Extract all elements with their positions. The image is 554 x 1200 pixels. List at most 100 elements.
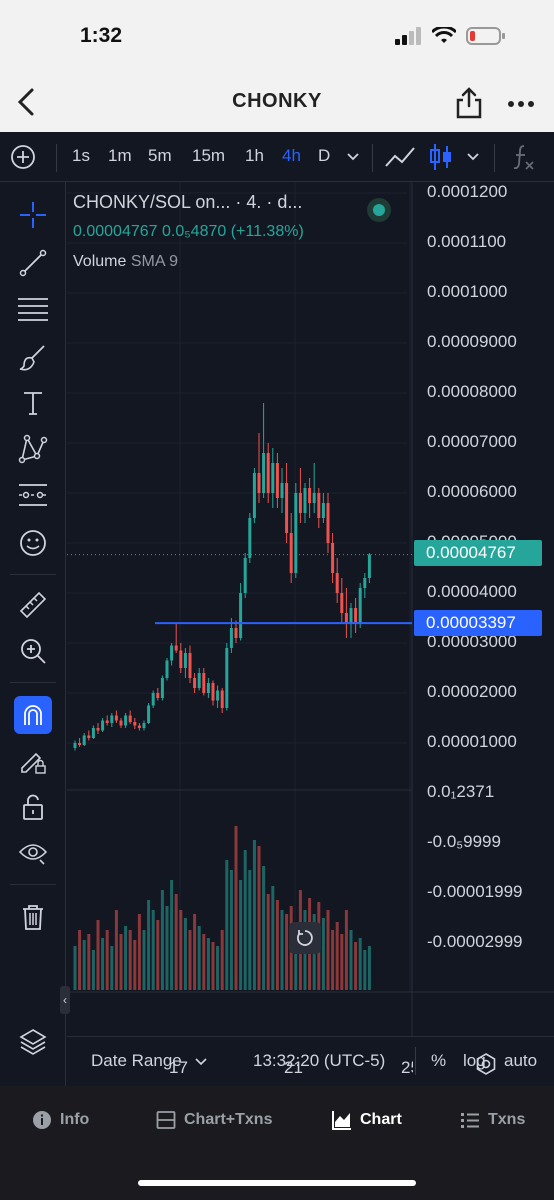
candle-body (266, 453, 270, 493)
indicators-icon[interactable] (510, 142, 536, 172)
forecast-tool[interactable] (14, 476, 52, 514)
eye-icon (18, 844, 48, 865)
fib-tool[interactable] (14, 290, 52, 328)
lock-drawing-tool[interactable] (14, 742, 52, 780)
crosshair-icon (20, 202, 46, 228)
ruler-tool[interactable] (14, 586, 52, 624)
tab-txns[interactable]: Txns (460, 1110, 525, 1130)
candle-body (96, 728, 100, 731)
candle-body (220, 690, 224, 708)
volume-bar (243, 850, 247, 990)
visibility-tool[interactable] (14, 834, 52, 872)
chevron-down-icon[interactable] (466, 152, 480, 162)
tab-info[interactable]: Info (32, 1110, 89, 1130)
price-axis-label: 0.00002000 (427, 682, 517, 701)
price-axis-label: 0.0001200 (427, 182, 508, 201)
candle-body (137, 725, 141, 728)
lock-tool[interactable] (14, 788, 52, 826)
text-tool[interactable] (14, 384, 52, 422)
candle-body (174, 645, 178, 651)
zoom-in-icon (21, 639, 46, 664)
volume-bar (142, 930, 146, 990)
candle-body (170, 645, 174, 661)
candle-body (119, 720, 123, 726)
emoji-tool[interactable] (14, 524, 52, 562)
candle-body (216, 690, 220, 701)
brush-tool[interactable] (14, 338, 52, 376)
price-axis-label: 0.00004000 (427, 582, 517, 601)
volume-bar (137, 914, 141, 990)
timeframe-4h[interactable]: 4h (282, 146, 301, 165)
timeframe-1m[interactable]: 1m (108, 146, 132, 165)
volume-bar (193, 914, 197, 990)
candle-body (133, 722, 137, 726)
candle-body (151, 693, 155, 706)
back-arrow-icon[interactable] (12, 86, 42, 118)
pattern-tool[interactable] (14, 430, 52, 468)
reset-chart-button[interactable] (289, 922, 321, 954)
toolbar-divider (372, 144, 373, 172)
trend-line-tool[interactable] (14, 244, 52, 282)
share-icon[interactable] (454, 86, 484, 120)
volume-bar (275, 900, 279, 990)
tab-chart-txns[interactable]: Chart+Txns (156, 1110, 272, 1130)
volume-bar (216, 946, 220, 990)
tab-info-label: Info (60, 1111, 90, 1128)
candle-body (308, 488, 312, 503)
more-icon[interactable] (506, 90, 536, 118)
chart-pane[interactable]: CHONKY/SOL on... · 4. · d... 0.00004767 … (67, 182, 554, 1077)
bottom-divider (415, 1047, 416, 1075)
tab-txns-label: Txns (488, 1111, 526, 1128)
log-scale-toggle[interactable]: log (463, 1051, 486, 1070)
volume-bar (367, 946, 371, 990)
collapse-toolbar-handle[interactable]: ‹ (60, 986, 70, 1014)
chevron-down-icon[interactable] (195, 1058, 207, 1066)
forecast-icon (19, 484, 47, 506)
crosshair-tool[interactable] (14, 196, 52, 234)
candle-body (156, 693, 160, 698)
candle-body (280, 483, 284, 498)
layers-tool[interactable] (14, 1022, 52, 1060)
timeframe-1h[interactable]: 1h (245, 146, 264, 165)
volume-bar (220, 930, 224, 990)
magnet-icon (24, 705, 42, 725)
percent-scale-toggle[interactable]: % (431, 1051, 447, 1070)
horizontal-line-price-tag[interactable]: 0.00003397 (414, 610, 542, 636)
tab-chart-label: Chart (360, 1111, 402, 1128)
candle-body (326, 503, 330, 543)
timeframe-15m[interactable]: 15m (192, 146, 226, 165)
candle-body (105, 720, 109, 723)
volume-axis-label: -0.00002999 (427, 932, 523, 951)
volume-bar (124, 926, 128, 990)
chevron-down-icon[interactable] (346, 152, 360, 162)
candlestick-chart[interactable] (67, 182, 554, 1036)
symbol-title[interactable]: CHONKY/SOL on... · 4. · d... (73, 192, 303, 212)
candle-body (73, 743, 77, 748)
candles-icon[interactable] (428, 142, 454, 172)
toolbar-divider (494, 144, 495, 172)
volume-bar (211, 942, 215, 990)
candle-body (234, 628, 238, 638)
candle-body (248, 518, 252, 558)
chart-settings-icon[interactable] (474, 1052, 498, 1076)
timezone-clock[interactable]: 13:32:20 (UTC-5) (253, 1051, 386, 1070)
drawing-toolbar: ‹ (0, 182, 70, 1086)
zoom-tool[interactable] (14, 632, 52, 670)
timeframe-1s[interactable]: 1s (72, 146, 90, 165)
auto-scale-toggle[interactable]: auto (504, 1051, 538, 1070)
line-chart-icon[interactable] (384, 144, 416, 170)
magnet-tool[interactable] (14, 696, 52, 734)
candle-body (188, 653, 192, 678)
timeframe-d[interactable]: D (318, 146, 331, 165)
price-axis-label: 0.00006000 (427, 482, 517, 501)
battery-icon (466, 27, 505, 45)
timeframe-5m[interactable]: 5m (148, 146, 172, 165)
candle-body (252, 473, 256, 518)
volume-bar (239, 880, 243, 990)
status-icons (394, 26, 506, 46)
candle-body (358, 588, 362, 623)
date-range-button[interactable]: Date Range (91, 1051, 182, 1070)
tab-chart[interactable]: Chart (332, 1110, 402, 1130)
add-symbol-icon[interactable] (10, 144, 36, 170)
delete-tool[interactable] (14, 898, 52, 936)
